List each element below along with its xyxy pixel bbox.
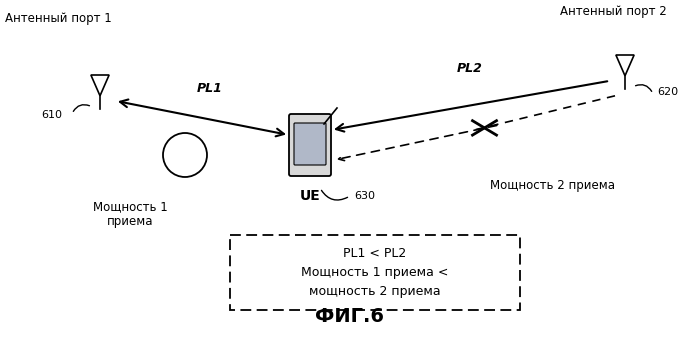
Text: Антенный порт 2: Антенный порт 2 [560,5,667,18]
Text: ФИГ.6: ФИГ.6 [315,307,384,326]
FancyBboxPatch shape [230,235,520,310]
Text: 620: 620 [657,87,678,97]
FancyBboxPatch shape [289,114,331,176]
Text: PL1: PL1 [197,82,223,94]
Text: PL2: PL2 [457,62,483,74]
Text: UE: UE [300,189,320,203]
Text: Антенный порт 1: Антенный порт 1 [5,12,112,25]
Text: Мощность 2 приема: Мощность 2 приема [490,179,615,191]
FancyBboxPatch shape [294,123,326,165]
Text: 630: 630 [354,191,375,201]
Text: PL1 < PL2
Мощность 1 приема <
мощность 2 приема: PL1 < PL2 Мощность 1 приема < мощность 2… [301,247,449,298]
Text: 610: 610 [41,110,62,120]
Text: Мощность 1
приема: Мощность 1 приема [93,200,167,228]
